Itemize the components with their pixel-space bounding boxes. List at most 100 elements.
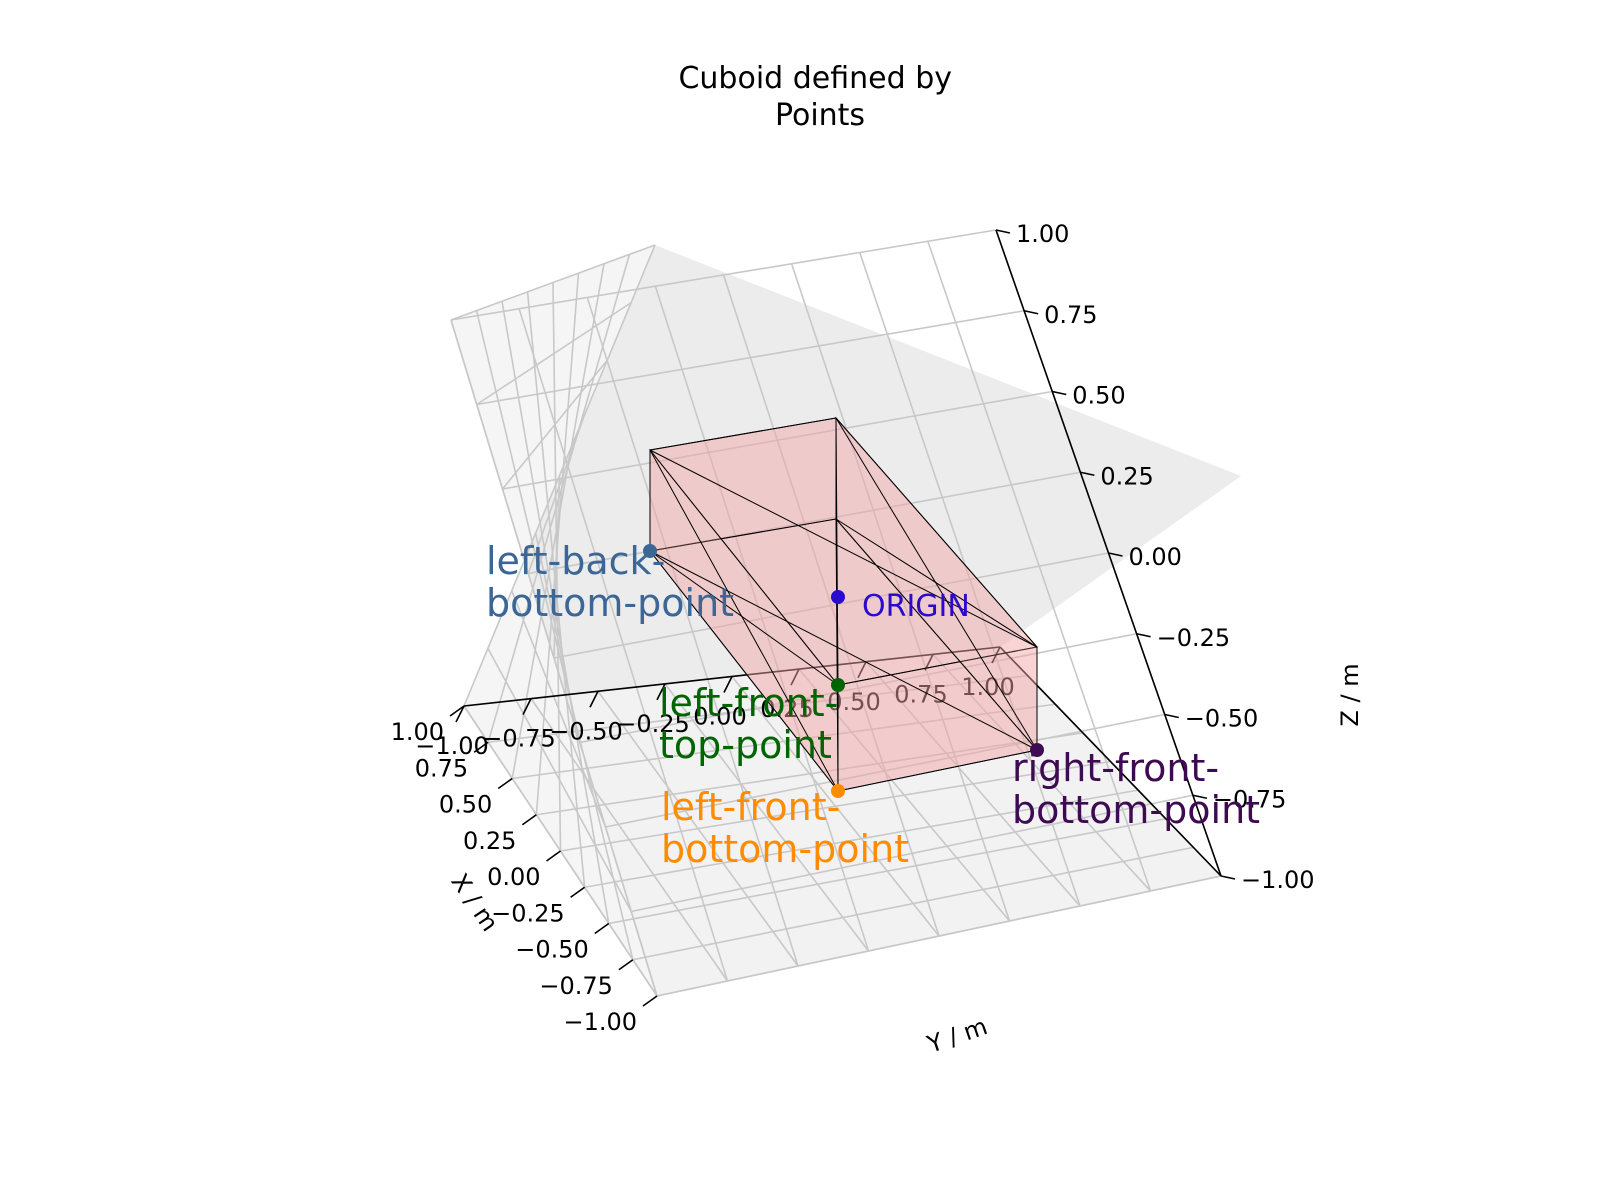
y-axis-label: Y / m [923, 1012, 991, 1059]
grid-floor-x-5 [536, 732, 1083, 816]
grid-back-z-8 [450, 229, 997, 321]
back-wall-pane [464, 245, 1241, 706]
z-tick-label-5: 0.25 [1100, 462, 1153, 490]
grid-floor-y-7 [932, 653, 1152, 892]
z-tick-4 [1108, 552, 1123, 557]
z-tick-label-7: 0.75 [1044, 301, 1097, 329]
left-back-bottom-point-label-line-0: left-back- [486, 539, 665, 583]
x-tick-7 [473, 741, 489, 753]
chart-title: Cuboid defined by Points [678, 61, 961, 133]
y-tick-label-0: −1.00 [415, 732, 489, 760]
x-tick-label-2: −0.50 [515, 936, 589, 964]
cuboid-diagonal-4 [649, 550, 839, 686]
cuboid [649, 416, 1038, 793]
y-tick-label-1: −0.75 [482, 725, 556, 753]
x-tick-0 [642, 995, 658, 1007]
cuboid-diagonal-5 [649, 449, 839, 792]
grid-left-z-8 [450, 244, 656, 321]
y-tick-label-7: 0.75 [894, 680, 947, 708]
x-tick-6 [497, 777, 513, 790]
left-front-bottom-point-label-line-1: bottom-point [661, 827, 909, 871]
right-front-bottom-point-label: right-front-bottom-point [1012, 746, 1260, 832]
left-wall-pane [451, 245, 657, 996]
x-tick-2 [594, 922, 610, 935]
z-tick-label-4: 0.00 [1129, 543, 1182, 571]
y-tick-6 [857, 661, 867, 679]
x-tick-3 [570, 886, 586, 898]
z-tick-label-2: −0.50 [1185, 705, 1259, 733]
x-tick-label-0: −1.00 [563, 1008, 637, 1036]
grid-floor-x-7 [488, 674, 1028, 744]
z-tick-2 [1164, 713, 1179, 719]
y-tick-4 [723, 676, 733, 693]
y-tick-label-2: −0.50 [549, 717, 623, 745]
grid-left-z-6 [501, 359, 608, 490]
grid-lines [450, 229, 1222, 997]
cuboid-diagonal-2 [649, 550, 1038, 751]
left-front-bottom-point-marker [831, 784, 845, 798]
x-tick-label-4: 0.00 [487, 863, 540, 891]
right-front-bottom-point-label-line-1: bottom-point [1012, 788, 1260, 832]
z-tick-1 [1192, 794, 1208, 800]
grid-left-z-7 [476, 301, 632, 406]
grid-back-y-5 [790, 263, 1011, 922]
origin-label-line-0: ORIGIN [862, 589, 970, 624]
cuboid-diagonal-1 [835, 417, 839, 686]
grid-back-z-4 [553, 552, 1109, 659]
grid-floor-y-5 [798, 668, 1011, 922]
left-back-bottom-point-label: left-back-bottom-point [486, 539, 734, 625]
z-tick-label-8: 1.00 [1016, 220, 1069, 248]
y-tick-5 [790, 668, 800, 686]
grid-floor-y-4 [731, 676, 940, 937]
cuboid-diagonal-7 [835, 417, 1038, 751]
x-tick-label-7: 0.75 [415, 754, 468, 782]
tick-labels: −1.00−1.00−1.00−0.75−0.75−0.75−0.50−0.50… [391, 220, 1315, 1036]
x-tick-8 [449, 705, 465, 717]
z-tick-label-0: −1.00 [1241, 866, 1315, 894]
left-back-bottom-point-marker [643, 544, 657, 558]
left-front-bottom-point-label-line-0: left-front- [661, 785, 840, 829]
origin-label: ORIGIN [862, 589, 970, 624]
grid-left-x-7 [487, 254, 631, 743]
cuboid-diagonal-3 [835, 518, 839, 792]
x-tick-label-6: 0.50 [439, 791, 492, 819]
z-tick-label-1: −0.75 [1213, 785, 1287, 813]
z-tick-label-6: 0.50 [1072, 382, 1125, 410]
grid-left-x-6 [511, 263, 605, 779]
grid-back-z-5 [528, 471, 1081, 575]
point-labels: left-back-bottom-pointleft-front-top-poi… [486, 539, 1260, 871]
x-tick-label-8: 1.00 [391, 718, 444, 746]
z-tick-5 [1080, 471, 1095, 477]
cuboid-diagonal-6 [835, 518, 1038, 648]
grid-left-x-5 [535, 273, 580, 815]
chart-title-line-1: Cuboid defined by [678, 61, 952, 96]
grid-left-z-4 [553, 475, 561, 659]
grid-left-x-8 [463, 244, 656, 707]
z-tick-6 [1052, 390, 1067, 396]
chart-title-line-2: Points [775, 98, 865, 133]
y-tick-label-8: 1.00 [961, 673, 1014, 701]
grid-back-y-7 [927, 240, 1152, 892]
grid-back-z-7 [476, 309, 1025, 406]
z-tick-7 [1023, 309, 1039, 315]
y-tick-label-5: 0.25 [760, 695, 813, 723]
z-axis-label: Z / m [1336, 663, 1364, 726]
grid-back-z-6 [502, 390, 1053, 490]
left-front-top-point-label-line-0: left-front- [659, 681, 838, 725]
y-tick-label-3: −0.25 [616, 710, 690, 738]
y-tick-label-6: 0.50 [827, 688, 880, 716]
grid-floor-x-6 [512, 703, 1056, 780]
data-points [643, 544, 1044, 798]
z-tick-8 [995, 229, 1011, 234]
axes-panes [451, 245, 1241, 996]
left-front-top-point-label: left-front-top-point [659, 681, 838, 767]
y-tick-2 [589, 690, 599, 708]
left-front-top-point-label-line-1: top-point [659, 723, 832, 767]
y-tick-1 [522, 698, 532, 715]
left-front-bottom-point-label: left-front-bottom-point [661, 785, 909, 871]
x-tick-label-5: 0.25 [463, 827, 516, 855]
x-tick-label-1: −0.75 [539, 972, 613, 1000]
x-tick-4 [546, 850, 561, 862]
z-tick-label-3: −0.25 [1157, 624, 1231, 652]
grid-floor-y-6 [865, 661, 1081, 907]
